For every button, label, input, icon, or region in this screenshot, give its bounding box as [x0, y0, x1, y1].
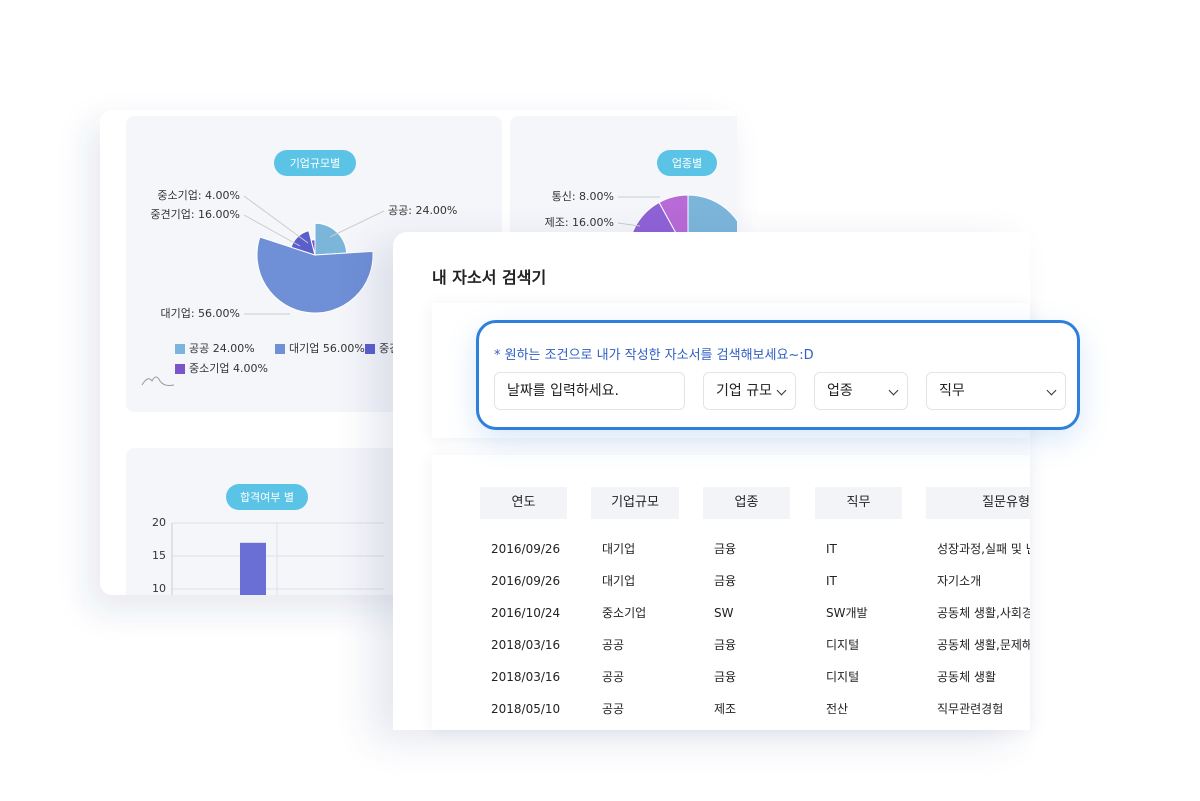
callout-line — [243, 195, 309, 244]
filter-select[interactable]: 직무 — [926, 372, 1066, 410]
table-cell: 2018/03/16 — [491, 638, 561, 652]
legend-label: 대기업 56.00% — [289, 342, 365, 355]
pie-slice — [290, 230, 316, 256]
title-pill — [226, 484, 308, 510]
card-title: 합격여부 별 — [240, 491, 294, 504]
table-header: 업종 — [703, 487, 790, 519]
callout: 공공: 24.00% — [388, 204, 457, 217]
pie-slice — [310, 239, 316, 256]
table-cell: 금융 — [714, 638, 737, 652]
hint: * 원하는 조건으로 내가 작성한 자소서를 검색해보세요~:D — [494, 348, 814, 363]
y-tick-label: 20 — [152, 516, 166, 529]
table-header: 연도 — [480, 487, 567, 519]
table-cell: 2018/03/16 — [491, 670, 561, 684]
y-tick-label: 15 — [152, 549, 166, 562]
table-cell: 공동체 생활,사회경험 — [937, 606, 1030, 620]
icon — [141, 376, 175, 386]
table-header: 질문유형 — [926, 487, 1030, 519]
card-title: 업종별 — [672, 157, 702, 170]
chevron — [776, 385, 787, 396]
table-cell: 2016/09/26 — [491, 574, 561, 588]
callout: 중소기업: 4.00% — [157, 189, 240, 202]
table-cell: 금융 — [714, 542, 737, 556]
table-card: 연도 기업규모 업종 직무 질문유형 2016/09/26 대기업 금융 IT 성장과정,실패 및… — [432, 455, 1030, 730]
callout: 통신: 8.00% — [552, 190, 614, 203]
table-cell: 공공 — [602, 702, 625, 716]
pie-slice — [256, 236, 374, 314]
filter-select[interactable]: 기업 규모 — [703, 372, 796, 410]
table-cell: SW — [714, 606, 734, 620]
table-cell: IT — [826, 542, 837, 556]
title-pill — [657, 150, 717, 176]
table-cell: 자기소개 — [937, 574, 982, 588]
y-tick-label: 10 — [152, 582, 166, 595]
pie-slice — [314, 222, 348, 256]
callout: 중견기업: 16.00% — [150, 208, 240, 221]
card-title: 기업규모별 — [290, 157, 341, 170]
callout-line — [329, 210, 385, 238]
chevron — [888, 385, 899, 396]
legend-swatch — [175, 364, 185, 374]
table-header: 직무 — [815, 487, 902, 519]
table-cell: 금융 — [714, 574, 737, 588]
table-cell: 중소기업 — [602, 606, 647, 620]
callout-line — [617, 222, 641, 227]
table-cell: SW개발 — [826, 606, 868, 620]
table-cell: 금융 — [714, 670, 737, 684]
table-header: 기업규모 — [591, 487, 679, 519]
callout-line — [243, 214, 301, 247]
table-cell: 성장과정,실패 및 난관극복 — [937, 542, 1030, 556]
legend-swatch — [175, 344, 185, 354]
table-cell: 공동체 생활 — [937, 670, 997, 684]
table-cell: 제조 — [714, 702, 737, 716]
table-cell: 2018/05/10 — [491, 702, 561, 716]
legend-label: 공공 24.00% — [189, 342, 255, 355]
table-cell: 직무관련경험 — [937, 702, 1004, 716]
legend-label: 중소기업 4.00% — [189, 362, 268, 375]
table-cell: 공공 — [602, 670, 625, 684]
table-cell: 2016/10/24 — [491, 606, 561, 620]
panel-title: 내 자소서 검색기 — [432, 268, 547, 287]
callout: 제조: 16.00% — [545, 216, 614, 229]
table-cell: 전산 — [826, 702, 849, 716]
table-cell: 대기업 — [602, 574, 636, 588]
date-input[interactable]: 날짜를 입력하세요. — [494, 372, 685, 410]
title-pill — [274, 150, 356, 176]
table-cell: 공공 — [602, 638, 625, 652]
table-cell: 대기업 — [602, 542, 636, 556]
table-cell: 디지털 — [826, 670, 860, 684]
legend-swatch — [275, 344, 285, 354]
table-cell: 2016/09/26 — [491, 542, 561, 556]
table-cell: IT — [826, 574, 837, 588]
callout: 대기업: 56.00% — [160, 307, 240, 320]
bar — [240, 542, 266, 595]
table-cell: 공동체 생활,문제해결 — [937, 638, 1030, 652]
chevron — [1046, 385, 1057, 396]
table-cell: 디지털 — [826, 638, 860, 652]
filter-select[interactable]: 업종 — [814, 372, 908, 410]
legend-swatch — [365, 344, 375, 354]
